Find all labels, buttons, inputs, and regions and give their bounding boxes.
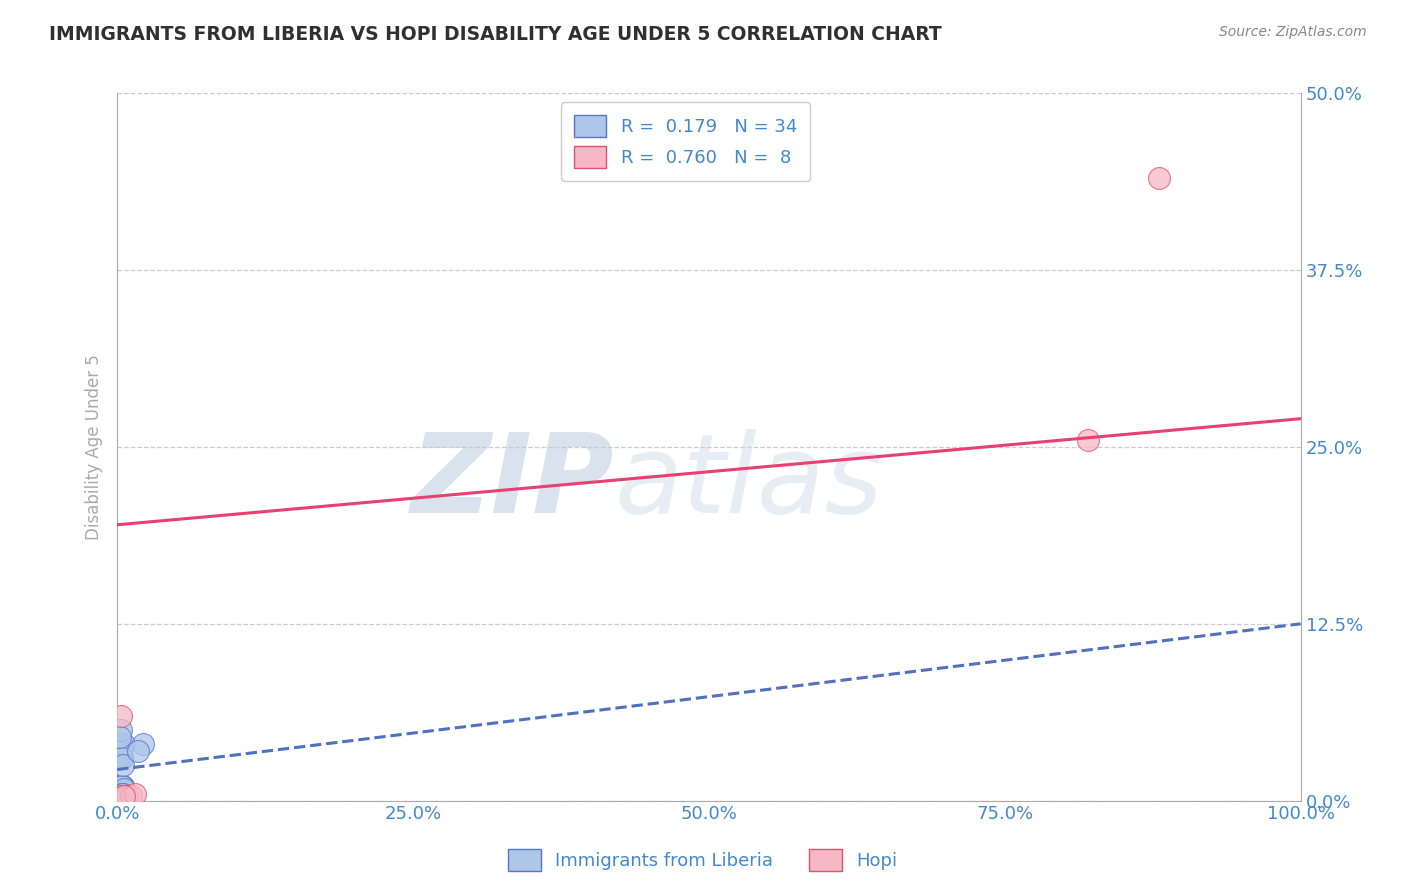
Point (111, 789, 134, 804)
Point (112, 789, 135, 804)
Point (112, 787, 135, 801)
Point (108, 787, 131, 801)
Legend: R =  0.179   N = 34, R =  0.760   N =  8: R = 0.179 N = 34, R = 0.760 N = 8 (561, 103, 810, 181)
Point (108, 789, 131, 804)
Point (110, 789, 132, 804)
Point (112, 787, 135, 801)
Point (111, 780, 134, 794)
Point (110, 723, 132, 737)
Point (111, 787, 134, 801)
Point (112, 789, 135, 804)
Text: ZIP: ZIP (411, 429, 614, 536)
Point (114, 789, 136, 804)
Point (108, 787, 131, 801)
Point (111, 751, 134, 765)
Point (110, 737, 132, 751)
Point (111, 751, 134, 765)
Text: atlas: atlas (614, 429, 883, 536)
Point (1077, 433, 1099, 447)
Point (112, 758, 135, 772)
Point (110, 780, 132, 794)
Point (111, 789, 134, 804)
Point (124, 787, 146, 801)
Legend: Immigrants from Liberia, Hopi: Immigrants from Liberia, Hopi (501, 842, 905, 879)
Point (1147, 171, 1170, 186)
Text: IMMIGRANTS FROM LIBERIA VS HOPI DISABILITY AGE UNDER 5 CORRELATION CHART: IMMIGRANTS FROM LIBERIA VS HOPI DISABILI… (49, 25, 942, 44)
Point (132, 737, 155, 751)
Point (110, 747, 132, 761)
Point (110, 708, 132, 723)
Point (111, 789, 134, 804)
Point (112, 737, 135, 751)
Point (120, 789, 142, 804)
Point (110, 787, 132, 801)
Text: Source: ZipAtlas.com: Source: ZipAtlas.com (1219, 25, 1367, 39)
Point (108, 730, 131, 744)
Point (112, 787, 135, 801)
Point (110, 789, 132, 804)
Point (128, 744, 150, 758)
Point (112, 787, 135, 801)
Point (111, 789, 134, 804)
Y-axis label: Disability Age Under 5: Disability Age Under 5 (86, 354, 103, 540)
Point (112, 782, 135, 797)
Point (112, 780, 135, 794)
Point (112, 787, 135, 801)
Point (111, 782, 134, 797)
Point (108, 744, 131, 758)
Point (115, 789, 138, 804)
Point (112, 789, 135, 804)
